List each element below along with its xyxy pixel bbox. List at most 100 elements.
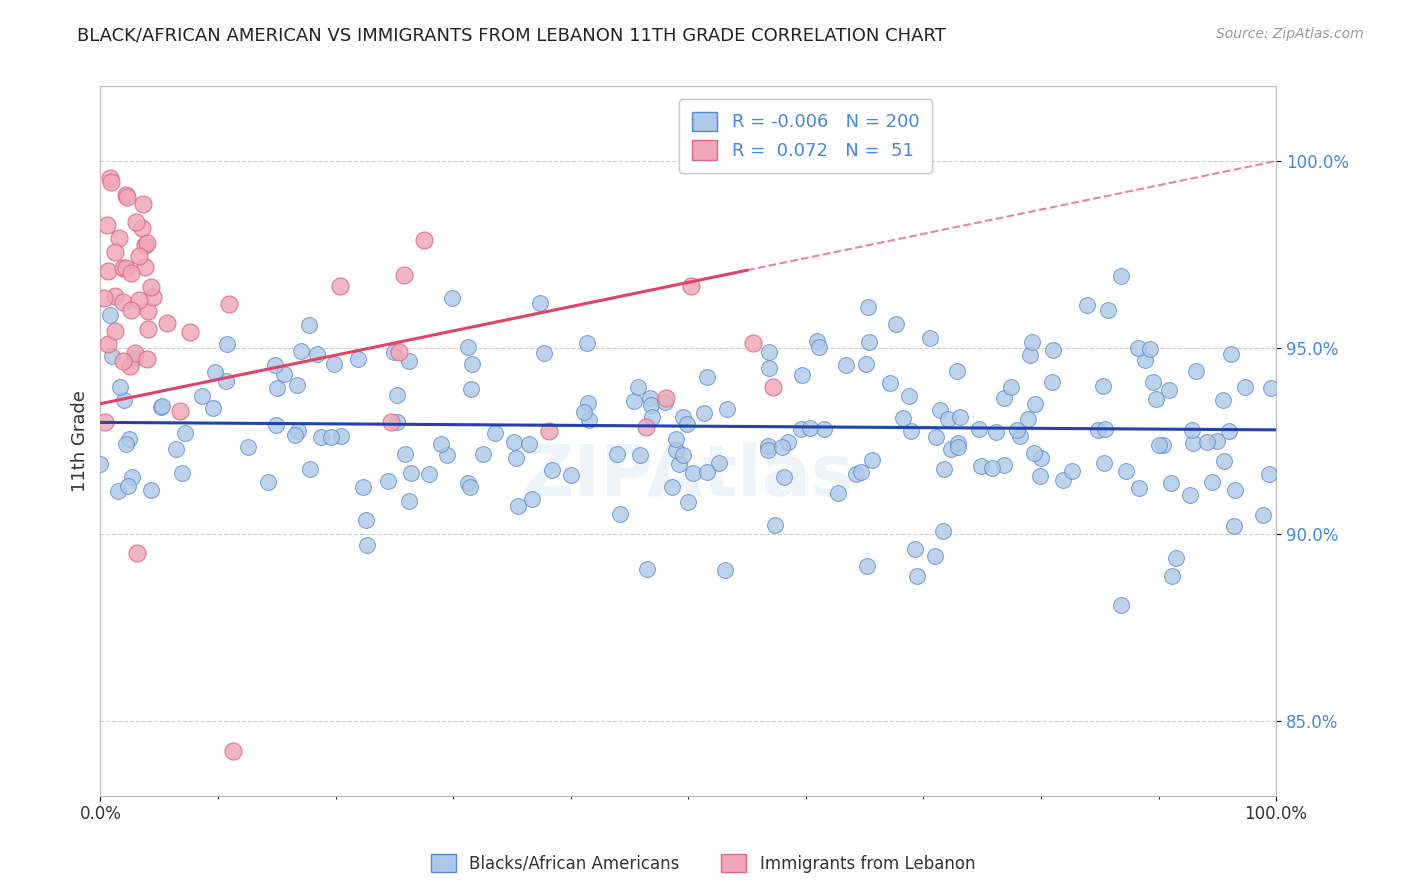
Point — [835, 358, 858, 372]
Point — [457, 476, 479, 491]
Point — [918, 331, 941, 345]
Point — [1260, 381, 1282, 395]
Point — [1091, 379, 1114, 393]
Point — [1005, 423, 1028, 437]
Point — [924, 549, 946, 563]
Point — [329, 279, 352, 293]
Point — [298, 318, 321, 332]
Point — [1094, 422, 1116, 436]
Point — [572, 405, 595, 419]
Point — [104, 324, 127, 338]
Point — [671, 448, 693, 462]
Point — [578, 413, 600, 427]
Y-axis label: 11th Grade: 11th Grade — [72, 390, 89, 492]
Point — [1042, 343, 1064, 357]
Point — [132, 196, 155, 211]
Point — [190, 389, 212, 403]
Point — [884, 317, 907, 331]
Point — [762, 379, 785, 393]
Point — [505, 451, 527, 466]
Point — [845, 467, 868, 481]
Legend: R = -0.006   N = 200, R =  0.072   N =  51: R = -0.006 N = 200, R = 0.072 N = 51 — [679, 99, 932, 173]
Point — [1139, 343, 1161, 357]
Point — [678, 494, 700, 508]
Point — [900, 424, 922, 438]
Point — [346, 352, 368, 367]
Point — [661, 480, 683, 494]
Point — [756, 443, 779, 458]
Point — [484, 426, 506, 441]
Point — [1024, 445, 1046, 459]
Point — [215, 337, 238, 351]
Point — [124, 346, 146, 360]
Point — [969, 421, 991, 435]
Point — [285, 378, 308, 392]
Point — [319, 430, 342, 444]
Point — [128, 293, 150, 307]
Point — [1181, 423, 1204, 437]
Point — [681, 279, 703, 293]
Point — [117, 479, 139, 493]
Point — [418, 467, 440, 481]
Point — [114, 392, 136, 407]
Point — [107, 484, 129, 499]
Point — [382, 344, 405, 359]
Point — [636, 419, 658, 434]
Point — [1223, 518, 1246, 533]
Point — [131, 220, 153, 235]
Point — [1087, 423, 1109, 437]
Point — [522, 491, 544, 506]
Point — [533, 346, 555, 360]
Point — [1233, 380, 1256, 394]
Point — [1092, 456, 1115, 470]
Point — [1021, 334, 1043, 349]
Point — [108, 380, 131, 394]
Point — [118, 432, 141, 446]
Point — [714, 564, 737, 578]
Point — [1017, 412, 1039, 426]
Point — [1166, 550, 1188, 565]
Point — [169, 404, 191, 418]
Point — [136, 321, 159, 335]
Point — [257, 475, 280, 490]
Point — [763, 517, 786, 532]
Point — [693, 406, 716, 420]
Point — [96, 219, 118, 233]
Point — [654, 395, 676, 409]
Point — [457, 340, 479, 354]
Point — [377, 475, 399, 489]
Point — [218, 297, 240, 311]
Point — [264, 418, 287, 433]
Point — [623, 394, 645, 409]
Point — [107, 231, 129, 245]
Point — [560, 467, 582, 482]
Point — [97, 264, 120, 278]
Point — [630, 448, 652, 462]
Point — [461, 357, 484, 371]
Point — [115, 188, 138, 202]
Point — [1109, 598, 1132, 612]
Point — [1201, 475, 1223, 489]
Point — [388, 345, 411, 359]
Point — [329, 429, 352, 443]
Point — [309, 430, 332, 444]
Point — [114, 261, 136, 276]
Point — [93, 291, 115, 305]
Point — [1223, 483, 1246, 498]
Point — [606, 447, 628, 461]
Point — [150, 401, 173, 415]
Point — [986, 425, 1008, 439]
Point — [1097, 302, 1119, 317]
Point — [394, 447, 416, 461]
Point — [98, 308, 121, 322]
Point — [529, 296, 551, 310]
Point — [638, 391, 661, 405]
Point — [458, 480, 481, 494]
Point — [356, 538, 378, 552]
Point — [858, 334, 880, 349]
Point — [1008, 428, 1031, 442]
Point — [508, 499, 530, 513]
Point — [413, 233, 436, 247]
Point — [682, 466, 704, 480]
Point — [174, 425, 197, 440]
